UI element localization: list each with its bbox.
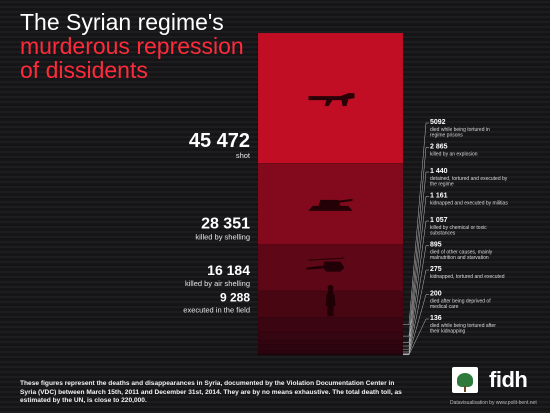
bar-segment bbox=[257, 317, 404, 333]
rifle-icon bbox=[308, 93, 355, 107]
leader-line bbox=[403, 147, 429, 337]
category-label: detained, tortured and executed by the re… bbox=[430, 176, 508, 188]
bar-segment bbox=[257, 350, 404, 354]
category-label: died while being tortured after their kid… bbox=[430, 323, 496, 335]
fidh-logo: fidh bbox=[489, 367, 528, 392]
value-label: 2 865 bbox=[430, 144, 448, 151]
category-label: kidnapped and executed by militias bbox=[430, 201, 508, 207]
executed-person-icon bbox=[325, 284, 336, 317]
value-label: 9 288 bbox=[220, 290, 250, 304]
value-label: 136 bbox=[430, 315, 442, 322]
bar-segment bbox=[257, 340, 404, 345]
category-label: kidnapped, tortured and executed bbox=[430, 274, 505, 280]
leader-line bbox=[403, 171, 429, 343]
tree-icon bbox=[457, 373, 473, 392]
category-label: died of other causes, mainly malnutrition… bbox=[430, 250, 493, 262]
value-label: 5092 bbox=[430, 119, 446, 126]
helicopter-icon bbox=[306, 257, 345, 272]
vdc-logo bbox=[452, 367, 478, 393]
bar-segment bbox=[257, 347, 404, 351]
bar-segment bbox=[257, 354, 404, 356]
leader-line bbox=[403, 294, 429, 355]
bar-segment bbox=[257, 331, 404, 341]
chart-title: The Syrian regime's murderous repression… bbox=[20, 9, 244, 84]
value-label: 16 184 bbox=[207, 262, 250, 278]
leader-line bbox=[403, 122, 429, 325]
category-label: killed by chemical or toxic substances bbox=[430, 225, 487, 237]
leader-line bbox=[403, 196, 429, 347]
leader-line bbox=[403, 269, 429, 354]
credit-text: Datavisualisation by www.polit-bent.net bbox=[450, 400, 537, 406]
category-label: shot bbox=[236, 151, 251, 160]
leader-line bbox=[403, 245, 429, 353]
title-line-2: murderous repression bbox=[20, 33, 244, 60]
value-label: 1 161 bbox=[430, 193, 448, 200]
value-label: 1 057 bbox=[430, 217, 448, 224]
value-label: 200 bbox=[430, 291, 442, 298]
category-label: killed by shelling bbox=[195, 232, 250, 241]
tank-icon bbox=[308, 198, 353, 211]
value-label: 1 440 bbox=[430, 168, 448, 175]
footnote: These figures represent the deaths and d… bbox=[20, 380, 402, 405]
value-label: 895 bbox=[430, 242, 442, 249]
value-label: 275 bbox=[430, 266, 442, 273]
title-line-3: of dissidents bbox=[20, 57, 148, 84]
category-label: died while being tortured in regime priso… bbox=[430, 127, 490, 139]
title-line-1: The Syrian regime's bbox=[20, 9, 224, 35]
category-label: killed by air shelling bbox=[185, 279, 250, 288]
leader-line bbox=[403, 220, 429, 350]
bar-segment bbox=[257, 344, 404, 348]
category-label: killed by an explosion bbox=[430, 152, 478, 158]
category-label: executed in the field bbox=[183, 305, 250, 314]
value-label: 28 351 bbox=[201, 215, 250, 232]
leader-line bbox=[403, 318, 429, 356]
value-label: 45 472 bbox=[189, 130, 250, 152]
category-label: died after being deprived of medical care bbox=[430, 299, 491, 311]
